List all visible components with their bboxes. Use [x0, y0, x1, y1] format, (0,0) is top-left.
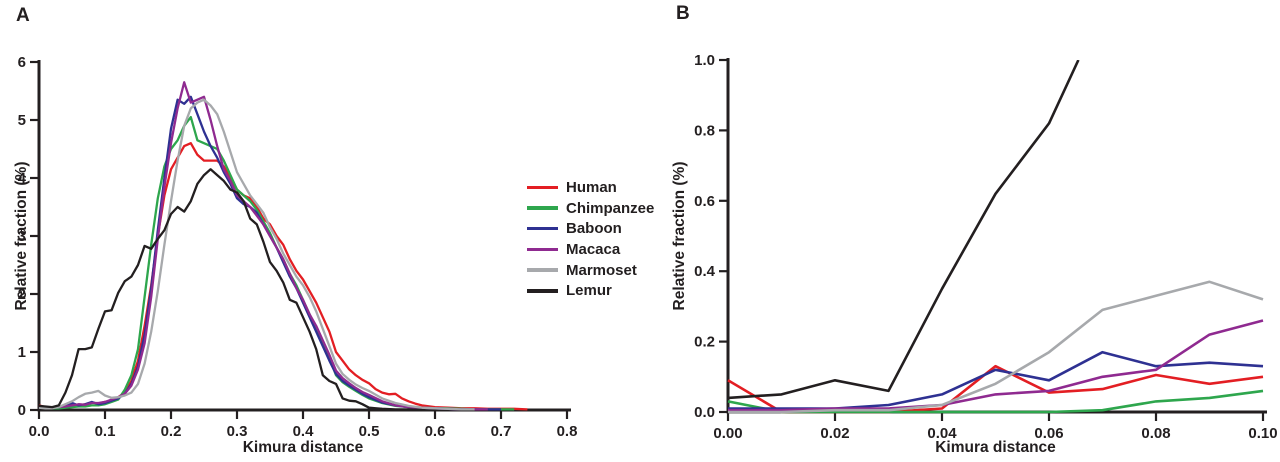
x-tick-label: 0.1: [95, 423, 116, 440]
y-tick-label: 0.2: [694, 334, 715, 351]
series-human-line: [38, 142, 528, 411]
x-tick-label: 0.3: [227, 423, 248, 440]
legend-swatch: [527, 206, 558, 210]
y-tick-label: 4: [18, 170, 27, 187]
legend-label: Chimpanzee: [566, 199, 655, 217]
legend-swatch: [527, 268, 558, 272]
series-lines: [38, 81, 528, 412]
series-chimpanzee-line: [38, 115, 515, 411]
x-tick-label: 0.0: [29, 423, 50, 440]
legend-label: Lemur: [566, 282, 612, 300]
x-tick-label: 0.7: [491, 423, 512, 440]
legend-item-lemur: Lemur: [527, 280, 654, 301]
series-macaca-line: [38, 81, 488, 411]
legend-item-chimpanzee: Chimpanzee: [527, 198, 654, 219]
series-macaca-line: [728, 319, 1264, 412]
series-baboon-line: [38, 95, 501, 411]
legend-swatch: [527, 289, 558, 293]
axes: 0.0 0.1 0.2 0.3 0.4 0.5 0.6 0.7 0.8 0 1 2 3 4 5 6: [18, 54, 578, 440]
y-tick-label: 1.0: [694, 52, 715, 69]
panel-a-label: A: [16, 5, 30, 26]
legend-label: Macaca: [566, 240, 621, 258]
y-tick-label: 1: [18, 344, 26, 361]
legend-swatch: [527, 247, 558, 252]
x-tick-label: 0.8: [557, 423, 578, 440]
x-tick-label: 0.6: [425, 423, 446, 440]
y-tick-label: 6: [18, 54, 26, 71]
legend-item-baboon: Baboon: [527, 218, 654, 239]
x-tick-label: 0.02: [820, 425, 849, 442]
x-tick-label: 0.10: [1248, 425, 1277, 442]
legend-swatch: [527, 226, 558, 231]
legend: Human Chimpanzee Baboon Macaca Marmoset Lemur: [527, 177, 654, 301]
x-tick-label: 0.4: [293, 423, 315, 440]
x-tick-label: 0.04: [927, 425, 957, 442]
y-tick-label: 3: [18, 228, 26, 245]
panel-a-chart: 0.0 0.1 0.2 0.3 0.4 0.5 0.6 0.7 0.8 0 1 2 3 4 5 6 Kimura…: [13, 54, 578, 456]
y-tick-label: 0: [18, 402, 26, 419]
axes: 0.00 0.02 0.04 0.06 0.08 0.10 0.0 0.2 0.4 0.6 0.8 1…: [694, 52, 1277, 442]
legend-label: Baboon: [566, 220, 622, 238]
x-tick-label: 0.5: [359, 423, 380, 440]
y-tick-label: 0.4: [694, 263, 716, 280]
y-tick-label: 0.0: [694, 404, 715, 421]
legend-swatch: [527, 185, 558, 190]
y-tick-label: 0.6: [694, 193, 715, 210]
x-axis-title: Kimura distance: [243, 439, 364, 456]
x-tick-label: 0.00: [713, 425, 742, 442]
series-marmoset-line: [728, 280, 1264, 414]
x-tick-label: 0.2: [161, 423, 182, 440]
y-tick-label: 2: [18, 286, 26, 303]
legend-label: Marmoset: [566, 261, 637, 279]
legend-item-macaca: Macaca: [527, 239, 654, 260]
series-lemur-line: [38, 168, 422, 412]
series-human-line: [727, 364, 1264, 414]
legend-item-human: Human: [527, 177, 654, 198]
series-marmoset-line: [38, 98, 475, 411]
y-axis-title: Relative fraction (%): [671, 161, 688, 310]
series-lemur-line: [727, 60, 1080, 400]
legend-item-marmoset: Marmoset: [527, 260, 654, 281]
legend-label: Human: [566, 178, 617, 196]
x-tick-label: 0.06: [1034, 425, 1063, 442]
series-lines: [727, 60, 1264, 414]
panel-b-chart: 0.00 0.02 0.04 0.06 0.08 0.10 0.0 0.2 0.4 0.6 0.8 1…: [671, 52, 1278, 456]
y-tick-label: 5: [18, 112, 26, 129]
x-axis-title: Kimura distance: [935, 439, 1056, 456]
x-tick-label: 0.08: [1141, 425, 1170, 442]
panel-b-label: B: [676, 3, 690, 24]
y-tick-label: 0.8: [694, 122, 715, 139]
y-axis-title: Relative fraction (%): [13, 161, 30, 310]
